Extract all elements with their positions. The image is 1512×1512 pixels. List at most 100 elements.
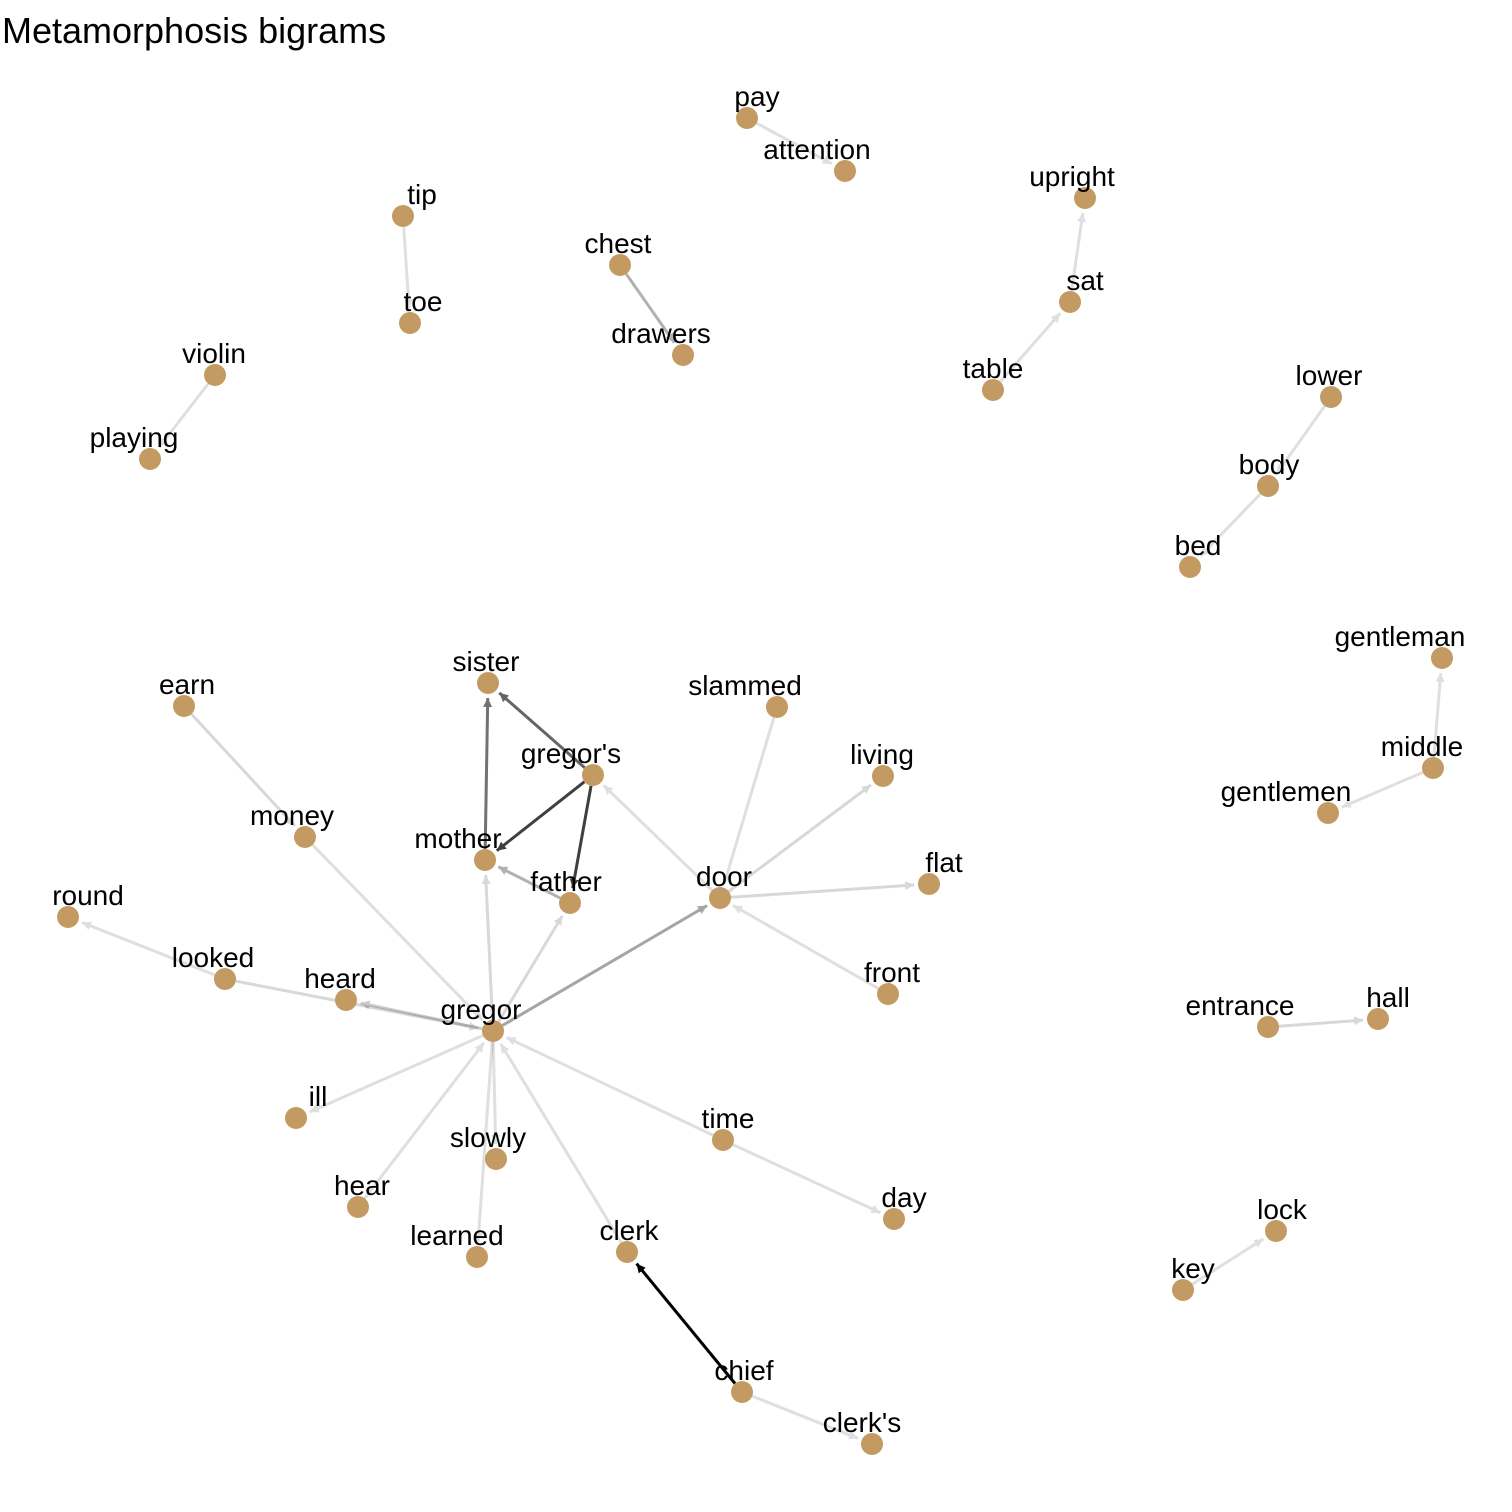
node-label: clerk's <box>823 1407 901 1438</box>
node-playing: playing <box>90 422 179 470</box>
node-label: table <box>963 353 1024 384</box>
edge-group <box>501 904 708 1027</box>
node-learned: learned <box>410 1220 504 1268</box>
node-gentlemen: gentlemen <box>1221 776 1352 824</box>
edge-group <box>727 783 872 893</box>
node-point <box>1074 187 1096 209</box>
node-point <box>1431 647 1453 669</box>
node-label: earn <box>159 669 215 700</box>
edge-group <box>1278 1016 1364 1028</box>
node-label: pay <box>734 81 779 112</box>
node-money: money <box>250 800 334 848</box>
edge-group <box>490 1041 500 1145</box>
node-entrance: entrance <box>1186 990 1294 1038</box>
node-label: chest <box>585 228 652 259</box>
edge-sat-upright <box>1070 212 1087 292</box>
node-point <box>474 849 496 871</box>
node-label: learned <box>410 1220 503 1251</box>
node-point <box>883 1208 905 1230</box>
edge-group <box>730 881 915 899</box>
chart-title: Metamorphosis bigrams <box>2 10 387 51</box>
edge-group <box>1432 672 1445 758</box>
edge-group <box>602 784 714 892</box>
node-heard: heard <box>304 963 376 1011</box>
edge-money-gregor <box>311 843 484 1022</box>
edge-front-door <box>732 904 880 990</box>
node-pay: pay <box>734 81 780 129</box>
node-label: mother <box>414 823 501 854</box>
edge-group <box>1341 770 1424 809</box>
node-point <box>731 1381 753 1403</box>
edge-group <box>635 1262 737 1385</box>
node-label: flat <box>925 847 963 878</box>
edge-body-bed <box>1199 492 1262 558</box>
node-point <box>285 1107 307 1129</box>
edge-clerk-gregor <box>499 1043 623 1244</box>
node-clerk: clerk <box>599 1215 660 1263</box>
node-label: living <box>850 739 914 770</box>
edge-gregors-mother <box>495 780 586 852</box>
edge-slammed-door <box>722 717 776 885</box>
edge-group <box>1191 1237 1265 1286</box>
node-label: sat <box>1066 265 1104 296</box>
node-point <box>1172 1279 1194 1301</box>
node-label: playing <box>90 422 179 453</box>
edge-group <box>497 915 564 1023</box>
node-point <box>1317 802 1339 824</box>
node-label: gregor <box>441 994 522 1025</box>
edge-group <box>190 713 296 827</box>
edge-group <box>722 717 776 885</box>
edge-group <box>497 865 561 900</box>
node-label: toe <box>404 286 443 317</box>
edge-looked-round <box>81 921 216 977</box>
node-point <box>712 1129 734 1151</box>
node-round: round <box>52 880 124 928</box>
node-point <box>1257 1016 1279 1038</box>
edge-group <box>483 697 493 850</box>
node-lower: lower <box>1296 360 1362 408</box>
edge-chest-drawers <box>625 273 676 344</box>
edge-group <box>625 273 676 344</box>
node-label: gentleman <box>1335 621 1466 652</box>
edge-looked-gregor <box>235 979 479 1031</box>
node-point <box>672 344 694 366</box>
node-tip: tip <box>392 179 437 227</box>
node-label: tip <box>407 179 437 210</box>
node-gregor: gregor <box>441 994 522 1042</box>
node-clerks: clerk's <box>823 1407 901 1455</box>
node-label: ill <box>309 1081 328 1112</box>
node-upright: upright <box>1029 161 1115 209</box>
edge-group <box>474 1041 494 1243</box>
node-label: sister <box>453 646 520 677</box>
node-point <box>1265 1220 1287 1242</box>
edge-violin-playing <box>157 382 210 449</box>
node-violin: violin <box>182 338 246 386</box>
node-point <box>709 887 731 909</box>
node-middle: middle <box>1381 731 1463 779</box>
node-label: middle <box>1381 731 1463 762</box>
node-hall: hall <box>1366 982 1410 1030</box>
edge-group <box>157 382 210 449</box>
node-label: lock <box>1257 1194 1308 1225</box>
edge-father-mother <box>497 865 561 900</box>
node-point <box>1320 386 1342 408</box>
node-door: door <box>696 861 752 909</box>
node-label: chief <box>714 1355 773 1386</box>
edge-door-flat <box>730 881 915 899</box>
edge-group <box>498 691 586 769</box>
node-table: table <box>963 353 1024 401</box>
node-front: front <box>864 957 920 1005</box>
edge-group <box>309 1034 484 1114</box>
edge-gregor-ill <box>309 1034 484 1114</box>
edge-tip-toe <box>402 226 413 309</box>
node-drawers: drawers <box>611 318 711 366</box>
edge-time-gregor <box>505 1036 714 1137</box>
node-day: day <box>881 1182 927 1230</box>
node-label: gentlemen <box>1221 776 1352 807</box>
node-attention: attention <box>763 134 871 182</box>
node-point <box>736 107 758 129</box>
node-label: key <box>1171 1253 1215 1284</box>
edge-gregor-father <box>497 915 564 1023</box>
